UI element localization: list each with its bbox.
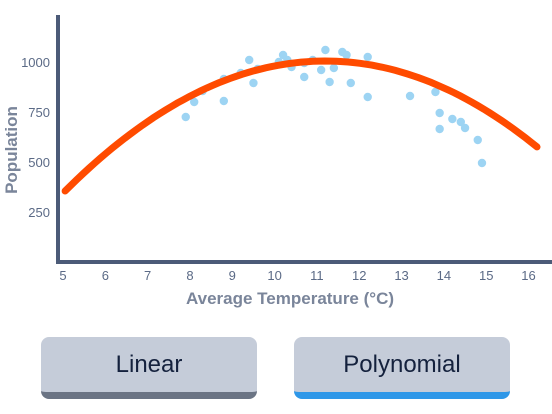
data-point: [435, 124, 444, 134]
data-point: [181, 112, 190, 122]
data-point: [435, 108, 444, 118]
data-point: [316, 65, 326, 75]
data-point: [456, 117, 466, 127]
data-point: [346, 78, 355, 88]
x-tick-label: 12: [352, 268, 366, 283]
data-point: [342, 50, 351, 60]
x-tick-labels: 5 6 7 8 9 10 11 12 13 14 15 16: [59, 268, 535, 283]
y-tick-labels: 250 500 750 1000: [21, 55, 50, 220]
data-point: [189, 97, 199, 107]
data-point: [477, 158, 487, 168]
data-point: [300, 72, 309, 82]
x-tick-label: 5: [59, 268, 66, 283]
x-tick-label: 10: [267, 268, 281, 283]
x-tick-label: 16: [521, 268, 535, 283]
x-tick-label: 15: [479, 268, 493, 283]
y-tick-label: 750: [28, 105, 50, 120]
y-tick-label: 1000: [21, 55, 50, 70]
data-point: [325, 77, 334, 87]
linear-button-label: Linear: [115, 350, 183, 378]
x-tick-label: 13: [394, 268, 408, 283]
x-tick-label: 14: [437, 268, 451, 283]
polynomial-button-label: Polynomial: [343, 350, 461, 378]
x-tick-label: 6: [102, 268, 109, 283]
x-tick-label: 11: [310, 268, 324, 283]
data-point: [363, 52, 372, 62]
scatter-chart: 5 6 7 8 9 10 11 12 13 14 15 16 250 500 750 1000 Averag…: [2, 15, 552, 308]
x-axis-label: Average Temperature (°C): [186, 289, 394, 308]
fit-curve: [61, 57, 541, 195]
data-point: [431, 87, 440, 97]
data-point: [219, 96, 229, 106]
data-point: [329, 63, 339, 73]
data-point: [245, 55, 254, 65]
data-point: [249, 78, 258, 88]
x-tick-label: 7: [144, 268, 151, 283]
y-tick-label: 500: [28, 155, 50, 170]
data-point: [405, 91, 415, 101]
data-point: [460, 123, 470, 133]
x-tick-label: 8: [186, 268, 193, 283]
y-axis-label: Population: [2, 106, 21, 194]
data-point: [363, 92, 372, 102]
data-point: [473, 135, 482, 145]
polynomial-button[interactable]: Polynomial: [294, 337, 510, 399]
y-tick-label: 250: [28, 205, 50, 220]
x-tick-label: 9: [229, 268, 236, 283]
data-point: [321, 45, 330, 55]
data-point: [448, 114, 457, 124]
linear-button[interactable]: Linear: [41, 337, 257, 399]
